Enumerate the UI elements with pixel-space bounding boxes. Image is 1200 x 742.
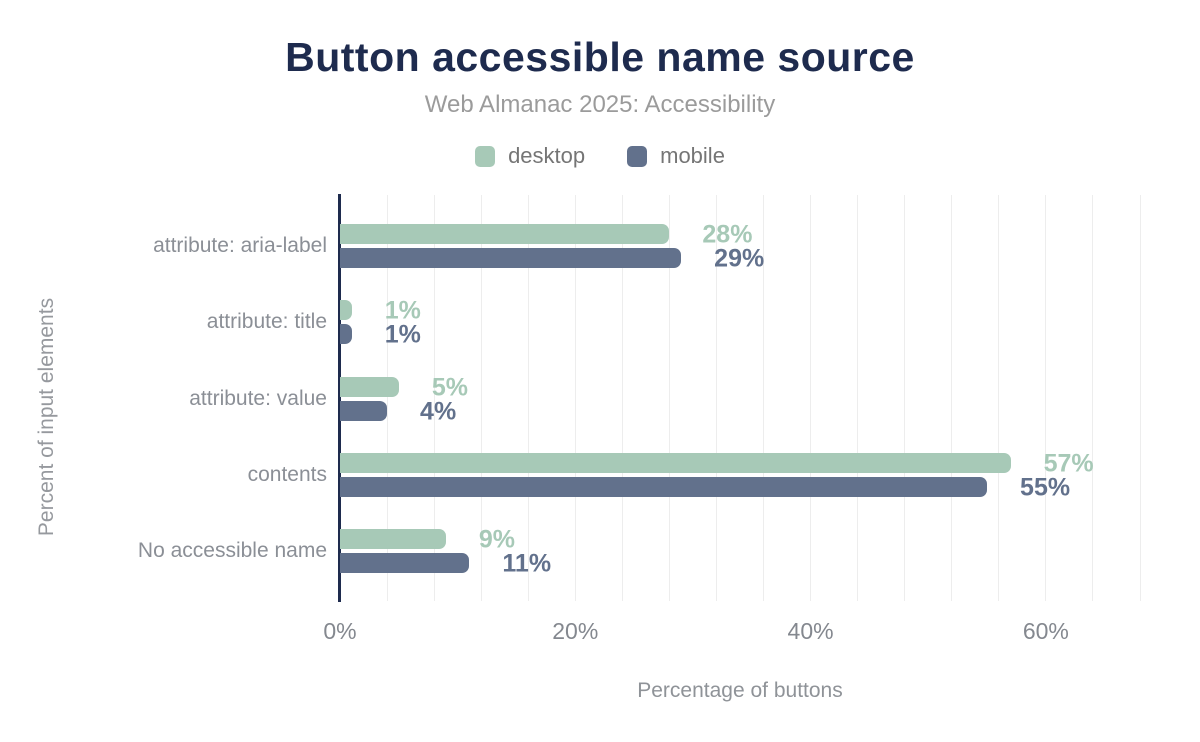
chart-subtitle: Web Almanac 2025: Accessibility: [424, 91, 776, 118]
gridline: [527, 195, 529, 601]
gridline: [998, 195, 1000, 601]
value-label-desktop-4: 9%: [478, 525, 516, 554]
legend-label-desktop: desktop: [508, 143, 586, 168]
bar-mobile-2[interactable]: [340, 400, 388, 421]
gridline: [386, 195, 388, 601]
category-label: No accessible name: [137, 539, 327, 563]
gridline: [1092, 195, 1094, 601]
category-label: attribute: value: [189, 386, 327, 410]
gridline: [763, 195, 765, 601]
legend-item-desktop[interactable]: desktop: [475, 143, 585, 169]
bar-desktop-2[interactable]: [340, 376, 399, 397]
category-label: contents: [247, 462, 327, 486]
gridline: [951, 195, 953, 601]
category-label: attribute: aria-label: [153, 234, 327, 257]
bar-desktop-1[interactable]: [340, 300, 352, 321]
gridline: [621, 195, 623, 601]
category-label: attribute: title: [206, 310, 327, 334]
gridline: [668, 195, 670, 601]
bar-desktop-4[interactable]: [340, 529, 446, 550]
chart-title: Button accessible name source: [285, 34, 915, 80]
gridline: [857, 195, 859, 601]
x-tick-label: 0%: [323, 618, 357, 644]
y-axis-line: [338, 194, 341, 602]
value-label-desktop-1: 1%: [384, 296, 421, 325]
legend-swatch-mobile-icon: [627, 145, 648, 167]
legend-item-mobile[interactable]: mobile: [627, 143, 725, 169]
bar-desktop-3[interactable]: [340, 452, 1011, 473]
gridline: [1139, 195, 1141, 601]
legend-label-mobile: mobile: [660, 143, 725, 168]
value-label-desktop-2: 5%: [431, 373, 468, 402]
x-axis-title: Percentage of buttons: [637, 679, 843, 702]
value-label-mobile-2: 4%: [420, 397, 457, 426]
legend-swatch-desktop-icon: [475, 145, 496, 167]
value-label-desktop-3: 57%: [1043, 449, 1094, 478]
value-label-mobile-0: 29%: [714, 244, 765, 273]
value-label-mobile-3: 55%: [1020, 473, 1071, 502]
value-label-mobile-4: 11%: [502, 549, 552, 578]
gridline: [433, 195, 435, 601]
x-tick-label: 40%: [787, 618, 834, 644]
bar-mobile-1[interactable]: [340, 324, 352, 345]
gridline: [810, 195, 812, 601]
legend: desktop mobile: [0, 143, 1200, 169]
bar-mobile-4[interactable]: [340, 553, 470, 574]
x-tick-label: 60%: [1022, 618, 1069, 644]
gridline: [1045, 195, 1047, 601]
bar-mobile-0[interactable]: [340, 248, 682, 268]
gridline: [480, 195, 482, 601]
x-tick-label: 20%: [552, 618, 599, 644]
value-label-mobile-1: 1%: [384, 320, 421, 349]
gridline: [904, 195, 906, 601]
value-label-desktop-0: 28%: [702, 220, 753, 249]
gridline: [574, 195, 576, 601]
bar-desktop-0[interactable]: [340, 224, 670, 244]
gridline: [715, 195, 717, 601]
bar-mobile-3[interactable]: [340, 476, 988, 497]
